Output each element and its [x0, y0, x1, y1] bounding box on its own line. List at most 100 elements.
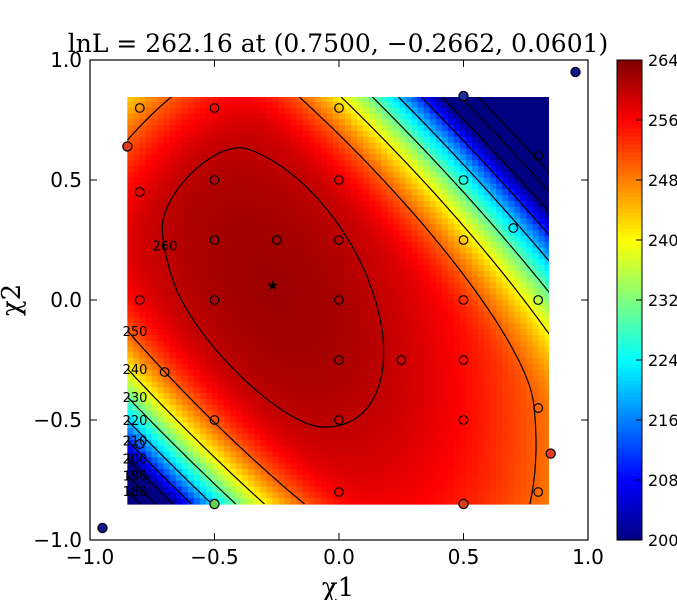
heatmap-cell [544, 492, 549, 499]
heatmap-cell [218, 393, 225, 400]
heatmap-cell [351, 276, 358, 284]
heatmap-cell [496, 189, 503, 196]
heatmap-cell [193, 101, 201, 109]
heatmap-cell [453, 218, 461, 225]
heatmap-cell [465, 486, 473, 493]
heatmap-cell [332, 136, 340, 144]
heatmap-cell [532, 270, 540, 278]
heatmap-cell [284, 241, 292, 249]
heatmap-cell [218, 428, 225, 435]
heatmap-cell [453, 300, 461, 307]
heatmap-cell [345, 340, 352, 348]
heatmap-cell [260, 165, 268, 173]
heatmap-cell [339, 206, 346, 214]
heatmap-cell [502, 416, 509, 423]
heatmap-cell [199, 469, 207, 476]
heatmap-cell [538, 340, 546, 348]
heatmap-cell [151, 317, 159, 324]
heatmap-cell [290, 416, 298, 423]
heatmap-cell [508, 404, 515, 412]
heatmap-cell [387, 369, 395, 377]
heatmap-cell [193, 224, 201, 231]
heatmap-cell [459, 259, 467, 266]
heatmap-cell [417, 148, 425, 155]
heatmap-cell [199, 259, 207, 266]
heatmap-cell [393, 294, 401, 301]
heatmap-cell [538, 369, 546, 377]
heatmap-cell [332, 457, 340, 464]
heatmap-cell [478, 486, 485, 493]
heatmap-cell [296, 393, 304, 400]
heatmap-cell [393, 160, 401, 167]
heatmap-cell [345, 253, 352, 260]
heatmap-cell [441, 393, 449, 400]
heatmap-cell [296, 282, 304, 289]
heatmap-cell [242, 171, 249, 179]
heatmap-cell [151, 189, 159, 196]
heatmap-cell [387, 195, 395, 202]
heatmap-cell [423, 154, 431, 161]
heatmap-cell [387, 469, 395, 476]
heatmap-cell [490, 125, 497, 132]
heatmap-cell [435, 218, 443, 225]
heatmap-cell [224, 154, 231, 161]
heatmap-cell [520, 119, 528, 126]
heatmap-cell [187, 160, 195, 167]
heatmap-cell [538, 142, 546, 150]
heatmap-cell [163, 235, 171, 243]
heatmap-cell [447, 463, 455, 470]
heatmap-cell [490, 311, 497, 319]
heatmap-cell [181, 247, 189, 254]
heatmap-cell [175, 212, 183, 219]
heatmap-cell [339, 160, 346, 167]
heatmap-cell [423, 224, 431, 231]
heatmap-cell [465, 200, 473, 208]
heatmap-cell [145, 224, 153, 231]
heatmap-cell [339, 171, 346, 179]
heatmap-cell [339, 404, 346, 412]
heatmap-cell [435, 486, 443, 493]
heatmap-cell [193, 404, 201, 412]
heatmap-cell [151, 492, 159, 499]
heatmap-cell [205, 369, 213, 377]
heatmap-cell [163, 410, 171, 418]
heatmap-cell [429, 323, 437, 330]
heatmap-cell [278, 469, 286, 476]
heatmap-cell [490, 399, 497, 406]
heatmap-cell [133, 387, 141, 394]
heatmap-cell [345, 247, 352, 254]
heatmap-cell [218, 469, 225, 476]
heatmap-cell [393, 474, 401, 482]
heatmap-cell [302, 317, 310, 324]
heatmap-cell [381, 171, 388, 179]
heatmap-cell [369, 445, 376, 453]
heatmap-cell [212, 323, 219, 330]
heatmap-cell [205, 113, 213, 120]
heatmap-cell [441, 218, 449, 225]
heatmap-cell [520, 253, 528, 260]
heatmap-cell [423, 428, 431, 435]
heatmap-cell [345, 323, 352, 330]
heatmap-cell [484, 206, 491, 214]
heatmap-cell [441, 434, 449, 441]
heatmap-cell [175, 358, 183, 365]
heatmap-cell [151, 474, 159, 482]
heatmap-cell [502, 165, 509, 173]
heatmap-cell [278, 195, 286, 202]
heatmap-cell [332, 235, 340, 243]
heatmap-cell [320, 265, 328, 272]
heatmap-cell [345, 189, 352, 196]
heatmap-cell [538, 195, 546, 202]
heatmap-cell [332, 142, 340, 150]
heatmap-cell [290, 107, 298, 115]
heatmap-cell [508, 142, 515, 150]
heatmap-cell [230, 381, 237, 389]
heatmap-cell [230, 247, 237, 254]
heatmap-cell [532, 230, 540, 237]
heatmap-cell [193, 375, 201, 383]
heatmap-cell [502, 253, 509, 260]
heatmap-cell [417, 474, 425, 482]
heatmap-cell [387, 97, 395, 103]
heatmap-cell [514, 241, 522, 249]
heatmap-cell [254, 235, 261, 243]
